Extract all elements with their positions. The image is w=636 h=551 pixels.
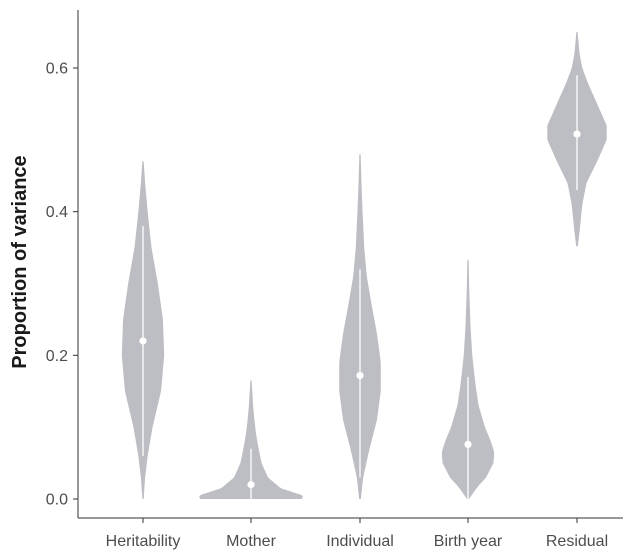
violin-individual	[339, 154, 381, 499]
y-axis-title: Proportion of variance	[9, 155, 31, 368]
violin-heritability	[121, 161, 165, 499]
median-point-individual	[356, 371, 364, 380]
y-tick-label-1: 0.2	[46, 348, 68, 365]
y-tick-label-0: 0.0	[46, 492, 68, 509]
x-tick-label-individual: Individual	[326, 533, 394, 550]
y-tick-label-2: 0.4	[46, 204, 68, 221]
violin-birth-year	[441, 259, 495, 499]
violin-residual	[547, 32, 607, 247]
median-point-heritability	[139, 337, 147, 345]
median-point-birth-year	[464, 440, 472, 449]
median-point-mother	[247, 481, 255, 489]
x-axis: Heritability Mother Individual Birth year Re…	[78, 517, 623, 550]
x-tick-label-mother: Mother	[226, 533, 276, 550]
violin-mother	[199, 380, 303, 499]
violins	[121, 32, 607, 499]
median-point-residual	[573, 130, 581, 138]
y-axis: 0.0 0.2 0.4 0.6	[46, 10, 79, 518]
x-tick-label-heritability: Heritability	[106, 533, 181, 550]
y-tick-label-3: 0.6	[46, 61, 68, 78]
x-tick-label-residual: Residual	[546, 533, 608, 550]
x-tick-label-birth-year: Birth year	[434, 533, 503, 550]
